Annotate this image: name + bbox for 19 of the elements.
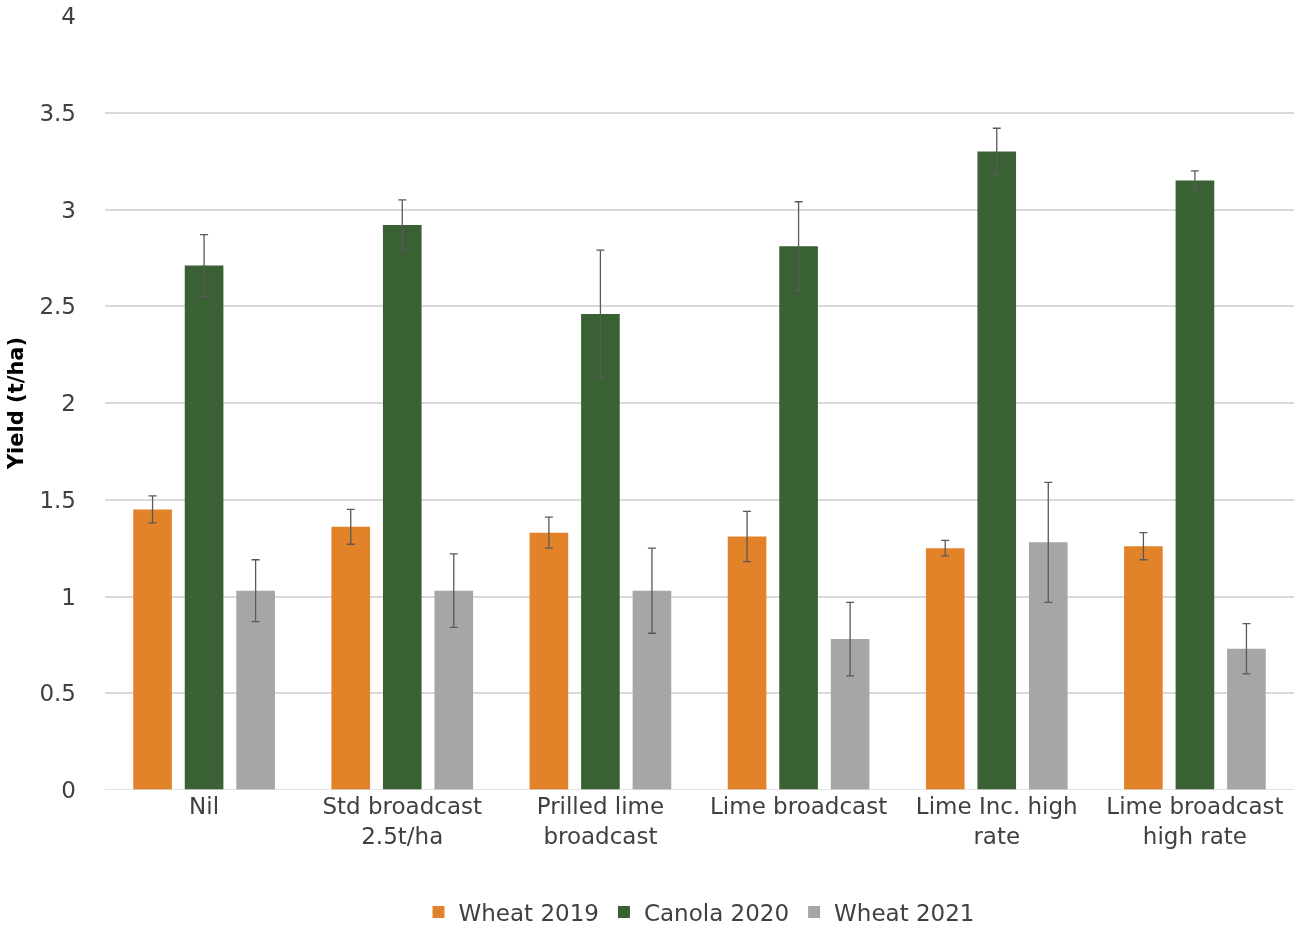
legend-label: Wheat 2021 <box>834 900 975 927</box>
x-tick-label: Std broadcast 2.5t/ha <box>322 793 483 849</box>
y-tick-label: 3.5 <box>39 99 76 126</box>
y-tick-label: 2 <box>61 390 76 417</box>
y-axis-title: Yield (t/ha) <box>3 336 28 471</box>
y-tick-label: 1 <box>61 583 76 610</box>
legend-label: Canola 2020 <box>643 900 790 927</box>
y-tick-label: 1.5 <box>39 486 76 513</box>
x-tick-label: Lime Inc. high rate <box>915 793 1078 849</box>
y-tick-label: 3 <box>61 196 76 223</box>
x-tick-label: Lime broadcast <box>710 793 888 819</box>
x-tick-label: Prilled lime broadcast <box>536 793 665 849</box>
y-tick-label: 0 <box>61 777 76 804</box>
x-tick-label: Lime broadcast high rate <box>1106 793 1284 849</box>
x-tick-label: Nil <box>189 793 220 819</box>
legend-label: Wheat 2019 <box>458 900 599 927</box>
y-tick-label: 0.5 <box>39 680 76 707</box>
y-tick-label: 2.5 <box>39 293 76 320</box>
y-tick-label: 4 <box>61 3 76 30</box>
